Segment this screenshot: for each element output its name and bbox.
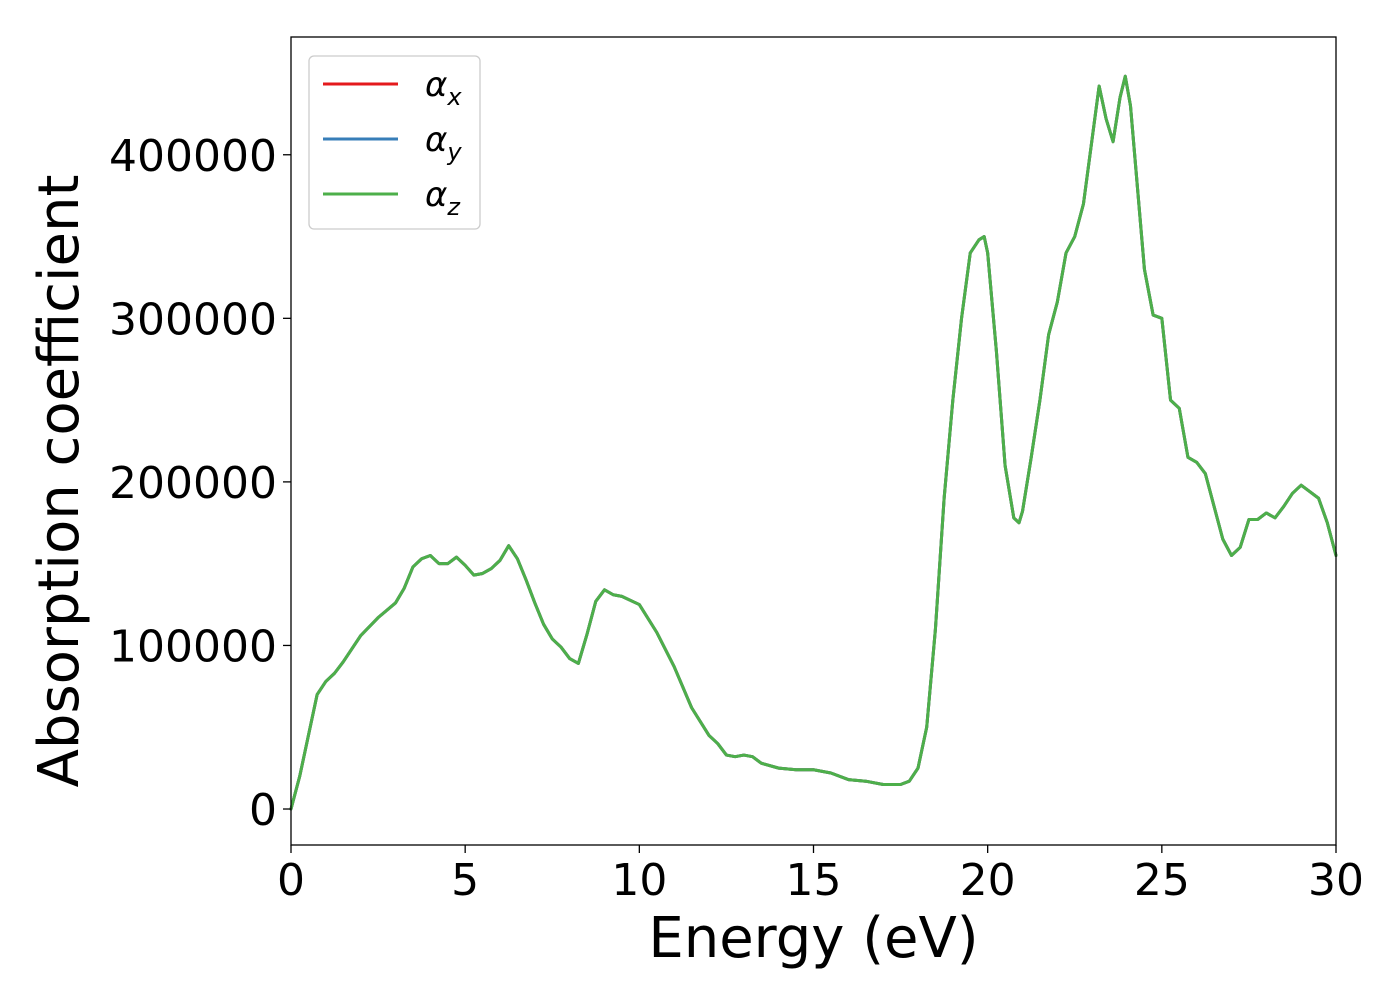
y-tick-label: 200000 (109, 458, 277, 509)
legend-label-x: αx (425, 65, 462, 111)
y-tick-label: 0 (249, 785, 277, 836)
x-tick-label: 5 (451, 855, 479, 906)
x-tick-label: 10 (611, 855, 667, 906)
legend-box (308, 55, 481, 230)
y-tick-label: 400000 (109, 131, 277, 182)
series-layer (289, 74, 1338, 811)
x-axis: 0 5 10 15 20 25 30 (277, 845, 1364, 906)
y-tick-label: 100000 (109, 621, 277, 672)
y-axis: 0 100000 200000 300000 400000 (109, 131, 291, 836)
y-axis-title: Absorption coefficient (27, 175, 92, 788)
x-tick-label: 0 (277, 855, 305, 906)
x-tick-label: 15 (786, 855, 842, 906)
x-axis-title: Energy (eV) (648, 906, 978, 971)
x-tick-label: 25 (1134, 855, 1190, 906)
x-tick-label: 30 (1308, 855, 1364, 906)
y-tick-label: 300000 (109, 294, 277, 345)
x-tick-label: 20 (960, 855, 1016, 906)
legend-label-y: αy (425, 120, 462, 166)
series-line-z (289, 74, 1338, 811)
legend-label-z: αz (425, 175, 461, 221)
legend: αx αy αz (308, 55, 481, 230)
